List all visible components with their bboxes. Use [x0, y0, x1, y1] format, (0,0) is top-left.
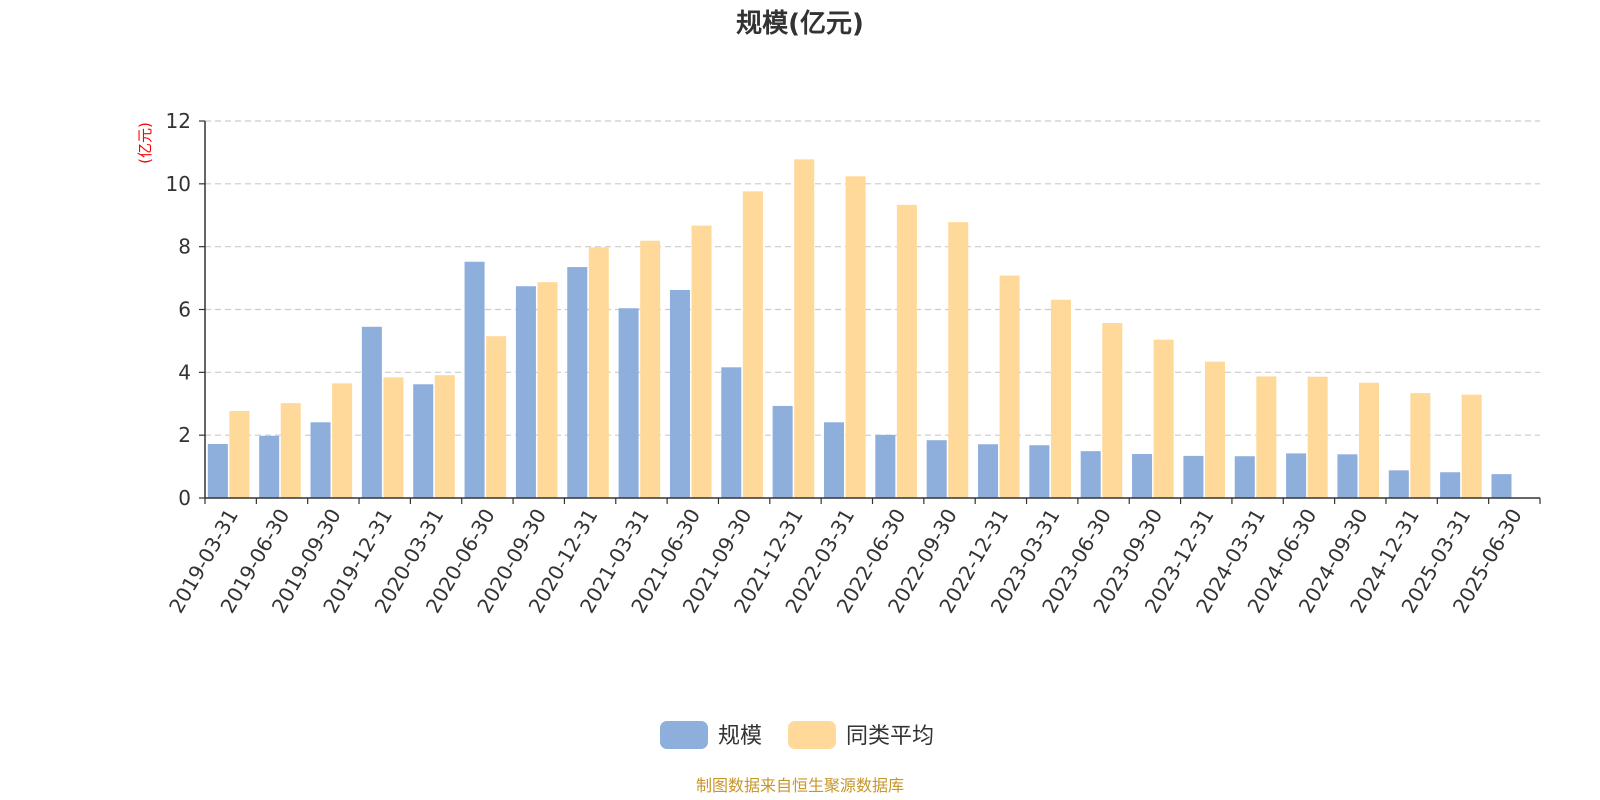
- bar-scale: [1388, 470, 1409, 498]
- y-tick-label: 0: [178, 486, 191, 510]
- legend-swatch: [788, 721, 836, 749]
- bar-scale: [772, 405, 793, 498]
- bar-scale: [721, 367, 742, 498]
- bar-peer-average: [537, 282, 558, 498]
- bar-scale: [978, 444, 999, 498]
- bar-scale: [926, 440, 947, 498]
- bar-scale: [567, 267, 588, 498]
- data-source-note: 制图数据来自恒生聚源数据库: [696, 776, 904, 795]
- bar-scale: [1337, 454, 1358, 498]
- bar-peer-average: [1256, 376, 1277, 498]
- y-tick-label: 2: [178, 423, 191, 447]
- bar-peer-average: [486, 336, 507, 498]
- legend-item-peer-average[interactable]: 同类平均: [788, 721, 934, 749]
- bar-peer-average: [383, 377, 404, 498]
- legend-swatch: [660, 721, 708, 749]
- bar-peer-average: [1102, 323, 1123, 498]
- legend-label: 同类平均: [846, 724, 934, 749]
- chart-title: 规模(亿元): [736, 9, 864, 39]
- bar-peer-average: [794, 159, 815, 498]
- bar-scale: [1183, 455, 1204, 498]
- legend[interactable]: 规模 同类平均: [660, 721, 934, 749]
- bar-scale: [823, 422, 845, 498]
- bar-scale: [1080, 451, 1101, 498]
- legend-item-scale[interactable]: 规模: [660, 721, 762, 749]
- grid-lines: [205, 120, 1540, 436]
- bar-peer-average: [229, 410, 250, 498]
- bar-scale: [310, 422, 331, 498]
- bar-peer-average: [588, 247, 609, 498]
- bar-peer-average: [742, 191, 763, 498]
- bar-scale: [1132, 454, 1153, 498]
- bar-peer-average: [999, 275, 1020, 498]
- y-tick-label: 8: [178, 235, 191, 259]
- bar-peer-average: [691, 225, 712, 498]
- bar-peer-average: [1050, 299, 1071, 498]
- bar-scale: [207, 443, 228, 498]
- bar-peer-average: [332, 383, 353, 498]
- bar-peer-average: [434, 375, 455, 498]
- bar-peer-average: [1204, 361, 1225, 498]
- bar-peer-average: [1410, 393, 1431, 498]
- bar-scale: [1234, 456, 1255, 498]
- bar-series: [207, 159, 1512, 498]
- bar-peer-average: [640, 240, 661, 498]
- bar-scale: [413, 384, 434, 498]
- bar-peer-average: [845, 176, 866, 498]
- bar-peer-average: [280, 403, 301, 498]
- bar-scale: [464, 261, 485, 498]
- bar-peer-average: [1307, 376, 1328, 498]
- bar-scale: [515, 286, 536, 498]
- bar-scale: [1491, 474, 1512, 498]
- bar-scale: [259, 435, 280, 498]
- bar-peer-average: [1461, 394, 1482, 498]
- bar-peer-average: [1359, 382, 1380, 498]
- y-tick-label: 4: [178, 360, 191, 384]
- y-tick-label: 6: [178, 298, 191, 322]
- legend-label: 规模: [718, 724, 762, 749]
- bar-scale: [875, 434, 896, 498]
- bar-scale: [669, 290, 690, 498]
- bar-scale: [1440, 472, 1461, 498]
- bar-peer-average: [948, 222, 969, 498]
- bar-peer-average: [1153, 339, 1174, 498]
- y-tick-label: 12: [166, 109, 191, 133]
- bar-scale: [1029, 445, 1050, 498]
- bar-peer-average: [896, 204, 917, 498]
- bar-scale: [618, 308, 639, 498]
- bar-scale: [1286, 453, 1307, 498]
- y-axis-unit-label: (亿元): [136, 122, 154, 164]
- bar-scale: [361, 326, 382, 498]
- y-tick-label: 10: [166, 172, 191, 196]
